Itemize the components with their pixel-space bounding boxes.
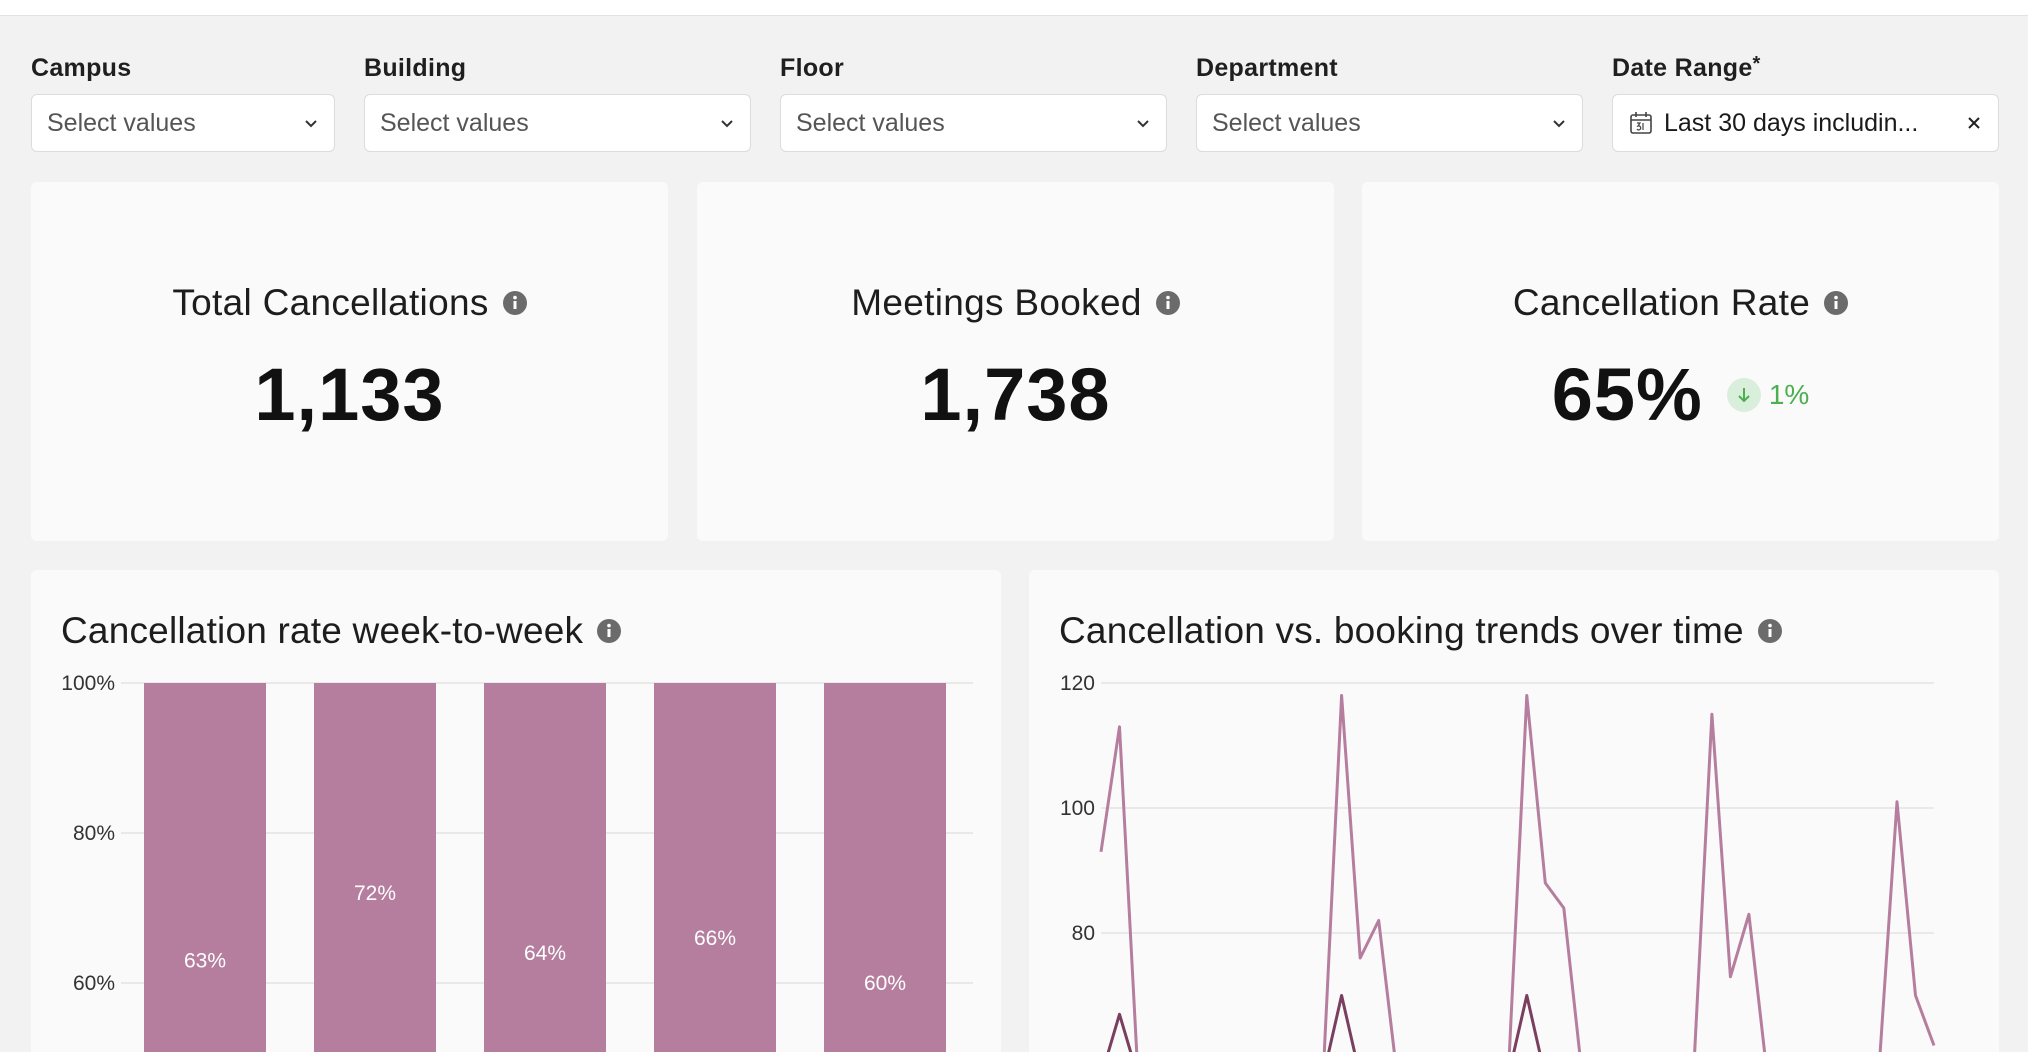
bar[interactable] <box>144 683 266 1052</box>
filter-building: Building Select values <box>364 52 751 152</box>
kpi-card-total-cancellations: Total Cancellations 1,133 <box>31 182 668 541</box>
chart-title-text: Cancellation vs. booking trends over tim… <box>1059 610 1744 651</box>
bar[interactable] <box>654 683 776 1052</box>
filter-label: Department <box>1196 54 1338 82</box>
delta-badge: 1% <box>1726 377 1810 412</box>
calendar-icon <box>1630 112 1652 134</box>
info-icon[interactable] <box>502 291 527 315</box>
bar-chart: 100% 80% 60% 63% 72% 64% 66% 60% <box>61 672 973 1052</box>
y-tick-label: 100% <box>61 672 115 695</box>
chevron-down-icon <box>1137 120 1149 128</box>
y-tick-label: 80 <box>1072 922 1095 945</box>
series-line[interactable] <box>1101 994 1934 1052</box>
info-icon[interactable] <box>1824 291 1849 315</box>
filter-campus: Campus Select values <box>31 52 335 152</box>
select-placeholder: Select values <box>380 108 529 137</box>
select-placeholder: Select values <box>47 108 196 137</box>
chevron-down-icon <box>721 120 733 128</box>
chevron-down-icon <box>305 120 317 128</box>
kpi-card-meetings-booked: Meetings Booked 1,738 <box>697 182 1334 541</box>
info-icon[interactable] <box>597 619 622 643</box>
filter-label: Floor <box>780 54 844 82</box>
bar-data-label: 63% <box>184 950 226 973</box>
close-icon[interactable] <box>1965 114 1983 132</box>
required-mark: * <box>1752 53 1761 75</box>
bar-data-label: 66% <box>694 927 736 950</box>
kpi-value-row: 1,133 <box>254 352 444 437</box>
info-icon[interactable] <box>1757 619 1782 643</box>
bar-data-label: 72% <box>354 882 396 905</box>
chart-card-trends-over-time: Cancellation vs. booking trends over tim… <box>1029 570 1999 1052</box>
kpi-title: Total Cancellations <box>172 282 527 324</box>
kpi-value-row: 1,738 <box>920 352 1110 437</box>
kpi-value: 1,133 <box>254 353 445 436</box>
kpi-title: Meetings Booked <box>851 282 1180 324</box>
kpi-card-cancellation-rate: Cancellation Rate 65% 1% <box>1362 182 1999 541</box>
bar-data-label: 60% <box>864 972 906 995</box>
chart-title-text: Cancellation rate week-to-week <box>61 610 584 651</box>
select-placeholder: Select values <box>796 108 945 137</box>
kpi-value-row: 65% 1% <box>1552 352 1810 437</box>
filter-label: Building <box>364 54 467 82</box>
filter-floor: Floor Select values <box>780 52 1167 152</box>
bar-data-label: 64% <box>524 942 566 965</box>
date-range-value: Last 30 days includin... <box>1664 108 1919 137</box>
filter-department: Department Select values <box>1196 52 1583 152</box>
y-tick-label: 60% <box>73 972 115 995</box>
series-line[interactable] <box>1099 694 1936 1052</box>
chart-card-cancellation-rate-weekly: Cancellation rate week-to-week 100% 80% 60… <box>31 570 1001 1052</box>
kpi-title-text: Cancellation Rate <box>1512 282 1811 323</box>
bar[interactable] <box>824 683 946 1052</box>
arrow-down-icon <box>1726 377 1761 412</box>
y-tick-label: 100 <box>1060 797 1095 820</box>
date-range-label: Date Range <box>1612 54 1753 82</box>
kpi-value: 65% <box>1551 353 1703 436</box>
kpi-value: 1,738 <box>920 353 1111 436</box>
campus-select[interactable]: Select values <box>31 94 335 152</box>
filter-date-range: Date Range* Last 30 days includin... <box>1612 52 1999 152</box>
kpi-title-text: Total Cancellations <box>172 282 489 323</box>
filter-label: Campus <box>31 54 132 82</box>
floor-select[interactable]: Select values <box>780 94 1167 152</box>
chart-title: Cancellation vs. booking trends over tim… <box>1059 610 1782 652</box>
y-tick-label: 80% <box>73 822 115 845</box>
chevron-down-icon <box>1553 120 1565 128</box>
bar[interactable] <box>314 683 436 1052</box>
building-select[interactable]: Select values <box>364 94 751 152</box>
line-chart: 120 100 80 <box>1060 672 1936 1052</box>
delta-value: 1% <box>1768 378 1810 410</box>
info-icon[interactable] <box>1155 291 1180 315</box>
kpi-title: Cancellation Rate <box>1512 282 1849 324</box>
bar[interactable] <box>484 683 606 1052</box>
top-bar <box>0 0 2028 16</box>
kpi-title-text: Meetings Booked <box>851 282 1142 323</box>
select-placeholder: Select values <box>1212 108 1361 137</box>
chart-title: Cancellation rate week-to-week <box>61 610 622 652</box>
filter-label: Date Range* <box>1612 52 1761 88</box>
department-select[interactable]: Select values <box>1196 94 1583 152</box>
date-range-select[interactable]: Last 30 days includin... <box>1612 94 1999 152</box>
y-tick-label: 120 <box>1060 672 1095 695</box>
